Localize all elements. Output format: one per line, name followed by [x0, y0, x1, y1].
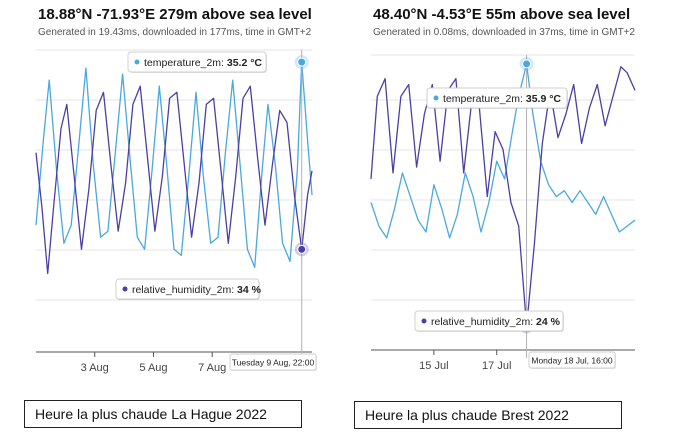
chart-title: 48.40°N -4.53°E 55m above sea level — [373, 6, 631, 23]
tooltip-text: temperature_2m: 35.9 °C — [443, 93, 561, 105]
crosshair-label-box — [528, 351, 616, 369]
hover-marker[interactable] — [297, 244, 307, 254]
tooltip-value: 35.2 °C — [227, 57, 263, 69]
tooltip-box — [426, 87, 568, 109]
x-tick-label: 17 Jul — [482, 360, 511, 372]
tooltip-value: 24 % — [536, 316, 561, 328]
series-line-relative-humidity-2m — [370, 66, 636, 328]
x-tick-label: 7 Aug — [198, 362, 226, 374]
crosshair-x-label: Monday 18 Jul, 16:00 — [528, 351, 616, 369]
tooltip-temperature-2m: temperature_2m: 35.9 °C — [426, 87, 568, 109]
crosshair-label-text: Monday 18 Jul, 16:00 — [531, 356, 613, 366]
tooltip-box — [414, 310, 564, 332]
tooltip-bullet-icon — [134, 59, 140, 65]
x-tick-label: 5 Aug — [139, 362, 167, 374]
hover-marker[interactable] — [522, 59, 532, 69]
series-line-relative-humidity-2m — [35, 85, 313, 275]
crosshair-label-text: Tuesday 9 Aug, 22:00 — [232, 358, 315, 368]
crosshair-label-box — [229, 353, 317, 371]
chart-subtitle: Generated in 0.08ms, downloaded in 37ms,… — [373, 27, 636, 38]
chart-panel-la-hague: 18.88°N -71.93°E 279m above sea level Ge… — [34, 0, 334, 392]
tooltip-box — [127, 51, 267, 73]
tooltip-label: temperature_2m: — [144, 57, 227, 69]
line-chart-la-hague[interactable]: 3 Aug 5 Aug 7 Aug temperature_2m: 35.2 °C re… — [34, 0, 334, 392]
tooltip-value: 35.9 °C — [526, 93, 562, 105]
chart-panel-brest: 48.40°N -4.53°E 55m above sea level Gene… — [369, 0, 639, 392]
tooltip-temperature-2m: temperature_2m: 35.2 °C — [127, 51, 267, 73]
series-line-temperature-2m — [35, 61, 313, 269]
tooltip-box — [115, 278, 260, 300]
tooltip-relative-humidity-2m: relative_humidity_2m: 24 % — [414, 310, 564, 332]
hover-marker[interactable] — [297, 57, 307, 67]
tooltip-bullet-icon — [421, 318, 427, 324]
caption-la-hague: Heure la plus chaude La Hague 2022 — [24, 400, 302, 428]
line-chart-brest[interactable]: 15 Jul 17 Jul temperature_2m: 35.9 °C relat… — [369, 0, 639, 392]
x-tick-label: 15 Jul — [419, 360, 448, 372]
tooltip-text: relative_humidity_2m: 24 % — [431, 316, 561, 328]
tooltip-value: 34 % — [237, 284, 262, 296]
crosshair-x-label: Tuesday 9 Aug, 22:00 — [229, 353, 317, 371]
tooltip-bullet-icon — [433, 95, 439, 101]
tooltip-label: temperature_2m: — [443, 93, 526, 105]
tooltip-text: temperature_2m: 35.2 °C — [144, 57, 262, 69]
x-tick-label: 3 Aug — [81, 362, 109, 374]
tooltip-bullet-icon — [122, 286, 128, 292]
caption-brest: Heure la plus chaude Brest 2022 — [354, 401, 622, 429]
chart-subtitle: Generated in 19.43ms, downloaded in 177m… — [38, 27, 312, 38]
chart-title: 18.88°N -71.93°E 279m above sea level — [38, 6, 312, 23]
tooltip-relative-humidity-2m: relative_humidity_2m: 34 % — [115, 278, 262, 300]
series-line-temperature-2m — [370, 63, 636, 239]
tooltip-text: relative_humidity_2m: 34 % — [132, 284, 262, 296]
tooltip-label: relative_humidity_2m: — [431, 316, 536, 328]
tooltip-label: relative_humidity_2m: — [132, 284, 237, 296]
